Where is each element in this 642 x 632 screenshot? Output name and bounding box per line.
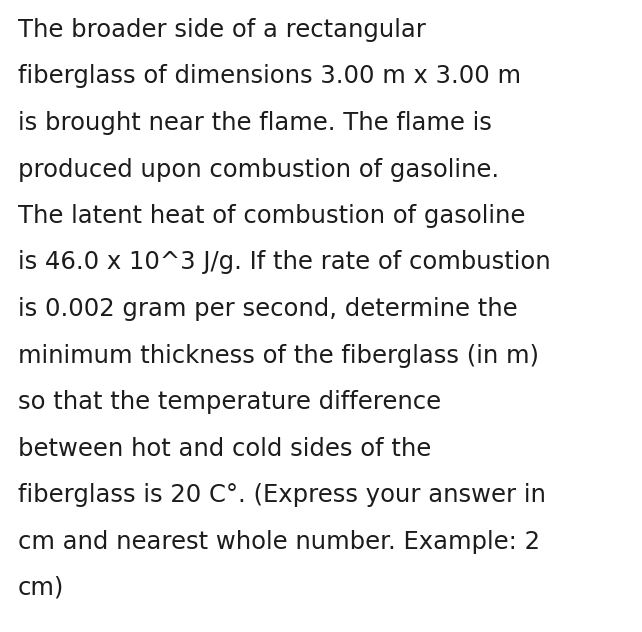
Text: fiberglass of dimensions 3.00 m x 3.00 m: fiberglass of dimensions 3.00 m x 3.00 m [18, 64, 521, 88]
Text: so that the temperature difference: so that the temperature difference [18, 390, 441, 414]
Text: produced upon combustion of gasoline.: produced upon combustion of gasoline. [18, 157, 499, 181]
Text: is 46.0 x 10^3 J/g. If the rate of combustion: is 46.0 x 10^3 J/g. If the rate of combu… [18, 250, 551, 274]
Text: is 0.002 gram per second, determine the: is 0.002 gram per second, determine the [18, 297, 517, 321]
Text: The broader side of a rectangular: The broader side of a rectangular [18, 18, 426, 42]
Text: The latent heat of combustion of gasoline: The latent heat of combustion of gasolin… [18, 204, 525, 228]
Text: cm): cm) [18, 576, 64, 600]
Text: fiberglass is 20 C°. (Express your answer in: fiberglass is 20 C°. (Express your answe… [18, 483, 546, 507]
Text: between hot and cold sides of the: between hot and cold sides of the [18, 437, 431, 461]
Text: cm and nearest whole number. Example: 2: cm and nearest whole number. Example: 2 [18, 530, 540, 554]
Text: is brought near the flame. The flame is: is brought near the flame. The flame is [18, 111, 492, 135]
Text: minimum thickness of the fiberglass (in m): minimum thickness of the fiberglass (in … [18, 344, 539, 367]
